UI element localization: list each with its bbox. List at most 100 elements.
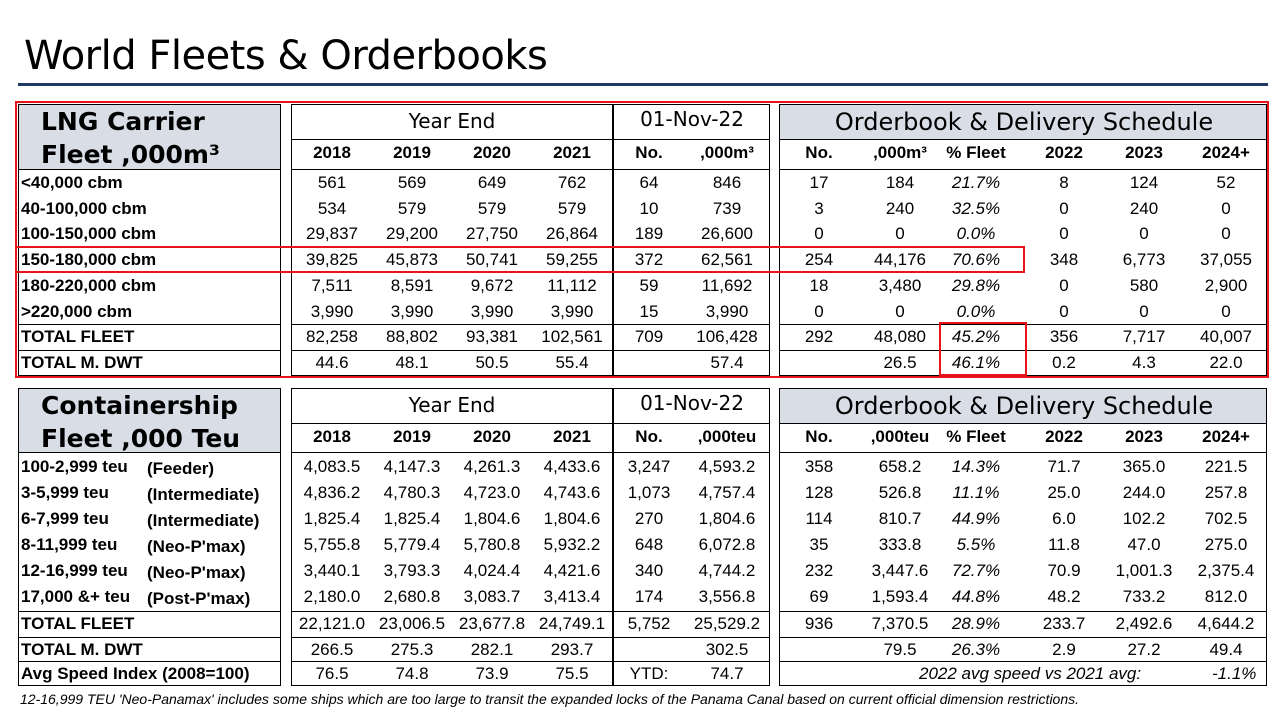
lng-table-cell: 39,825 xyxy=(306,250,358,270)
lng-table-cell: 0 xyxy=(1221,198,1231,218)
container-table-cell: 244.0 xyxy=(1122,483,1166,502)
lng-table-cell: 0 xyxy=(1221,301,1231,321)
container-total-cell: 2,492.6 xyxy=(1115,614,1173,633)
lng-table-cell: 2,900 xyxy=(1204,275,1248,295)
lng-table-cell: 0 xyxy=(895,224,905,244)
container-table-cell: 5.5% xyxy=(956,535,996,554)
container-table-cell: 810.7 xyxy=(878,509,922,528)
title-underline xyxy=(18,83,1268,86)
lng-table-cell: 70.6% xyxy=(951,250,1001,270)
lng-total-cell: 7,717 xyxy=(1122,327,1166,346)
lng-table-cell: 0 xyxy=(1139,224,1149,244)
lng-year-end-header: Year End xyxy=(408,109,496,133)
container-speed-note-value: -1.1% xyxy=(1212,664,1257,683)
lng-table-cell: 7,511 xyxy=(311,275,353,295)
container-table-cell: 4,744.2 xyxy=(698,561,756,580)
container-total-cell: 275.3 xyxy=(390,640,434,659)
container-title-shade xyxy=(19,389,280,452)
container-table-cell: 3,440.1 xyxy=(303,561,361,580)
container-speed-cell: 73.9 xyxy=(475,664,509,683)
container-orderbook-block-speed-rule xyxy=(780,661,1266,662)
lng-total-cell: 44.6 xyxy=(315,353,349,372)
container-table-cell: 44.9% xyxy=(951,509,1001,528)
lng-col-header: 2019 xyxy=(393,143,431,162)
container-total-cell: 27.2 xyxy=(1127,640,1161,659)
lng-table-cell: 348 xyxy=(1049,250,1079,270)
container-col-header: 2022 xyxy=(1045,427,1083,446)
container-table-cell: 365.0 xyxy=(1122,457,1166,476)
lng-table-cell: 534 xyxy=(317,198,347,218)
lng-col-header: ,000m³ xyxy=(700,143,754,162)
lng-orderbook-block xyxy=(779,104,1267,376)
lng-table-cell: 32.5% xyxy=(951,198,1001,218)
container-total-cell: 4,644.2 xyxy=(1197,614,1255,633)
container-year-end-block-totals-rule xyxy=(292,611,612,612)
container-table-cell: 4,083.5 xyxy=(303,457,361,476)
lng-table-cell: 29.8% xyxy=(951,275,1001,295)
lng-table-cell: 579 xyxy=(397,198,427,218)
lng-table-cell: 240 xyxy=(1129,198,1159,218)
lng-total-cell: 22.0 xyxy=(1209,353,1243,372)
container-orderbook-block-dwt-rule xyxy=(780,637,1266,638)
container-table-cell: 4,421.6 xyxy=(543,561,601,580)
lng-table-cell: 29,837 xyxy=(306,224,358,244)
lng-total-cell: 40,007 xyxy=(1200,327,1252,346)
lng-table-cell: 846 xyxy=(712,173,742,192)
container-row-sublabel: (Intermediate) xyxy=(147,485,260,504)
container-col-header: 2023 xyxy=(1125,427,1163,446)
lng-table-cell: 59 xyxy=(639,275,659,295)
container-year-end-block xyxy=(291,388,613,686)
lng-total-cell: 50.5 xyxy=(475,353,509,372)
container-table-cell: 4,593.2 xyxy=(698,457,756,476)
lng-date-block-header-rule xyxy=(614,169,769,170)
container-orderbook-block-header-rule xyxy=(780,452,1266,453)
container-date-block-dwt-rule xyxy=(614,637,769,638)
lng-label-block xyxy=(18,104,281,376)
container-row-sublabel: (Intermediate) xyxy=(147,511,260,530)
container-label-block-header-rule xyxy=(19,452,280,453)
lng-table-cell: 579 xyxy=(477,198,507,218)
container-row-sublabel: (Post-P'max) xyxy=(147,589,251,608)
container-table-cell: 1,593.4 xyxy=(871,587,929,606)
container-table-cell: 3,083.7 xyxy=(463,587,521,606)
container-total-cell: 28.9% xyxy=(951,614,1001,633)
lng-table-cell: 0 xyxy=(895,301,905,321)
container-year-end-header: Year End xyxy=(408,393,496,417)
lng-table-cell: 17 xyxy=(809,173,829,192)
container-speed-note: 2022 avg speed vs 2021 avg: xyxy=(919,664,1142,683)
container-table-cell: 658.2 xyxy=(878,457,922,476)
container-row-label: 3-5,999 teu xyxy=(21,483,109,502)
container-date-block-speed-rule xyxy=(614,661,769,662)
lng-total-cell: 26.5 xyxy=(883,353,917,372)
lng-table-cell: 64 xyxy=(639,173,659,192)
lng-table-cell: 0 xyxy=(814,301,824,321)
lng-table-cell: 0 xyxy=(814,224,824,244)
container-speed-label: Avg Speed Index (2008=100) xyxy=(21,664,250,683)
lng-table-cell: 6,773 xyxy=(1122,250,1166,270)
lng-row-label: <40,000 cbm xyxy=(21,173,123,192)
container-table-cell: 733.2 xyxy=(1122,587,1166,606)
container-table-cell: 4,780.3 xyxy=(383,483,441,502)
container-table-cell: 11.1% xyxy=(952,483,1000,502)
container-total-cell: 24,749.1 xyxy=(538,614,606,633)
lng-date-block-dwt-rule xyxy=(614,350,769,351)
lng-table-cell: 0 xyxy=(1059,224,1069,244)
lng-table-cell: 580 xyxy=(1129,275,1159,295)
container-table-cell: 702.5 xyxy=(1204,509,1248,528)
container-date-header: 01-Nov-22 xyxy=(640,391,744,415)
lng-total-fleet-label: TOTAL FLEET xyxy=(21,327,135,346)
container-table-cell: 71.7 xyxy=(1047,457,1081,476)
lng-label-block-header-rule xyxy=(19,169,280,170)
container-total-cell: 302.5 xyxy=(705,640,749,659)
container-col-header: ,000teu xyxy=(870,427,930,446)
container-total-cell: 79.5 xyxy=(883,640,917,659)
lng-table-cell: 50,741 xyxy=(466,250,518,270)
lng-table-cell: 240 xyxy=(885,198,915,218)
lng-year-end-block-dwt-rule xyxy=(292,350,612,351)
container-table-cell: 5,755.8 xyxy=(303,535,361,554)
lng-orderbook-header: Orderbook & Delivery Schedule xyxy=(834,108,1214,136)
container-col-header: No. xyxy=(635,427,663,446)
container-col-header: 2024+ xyxy=(1202,427,1250,446)
lng-table-cell: 37,055 xyxy=(1200,250,1252,270)
lng-table-cell: 18 xyxy=(809,275,829,295)
